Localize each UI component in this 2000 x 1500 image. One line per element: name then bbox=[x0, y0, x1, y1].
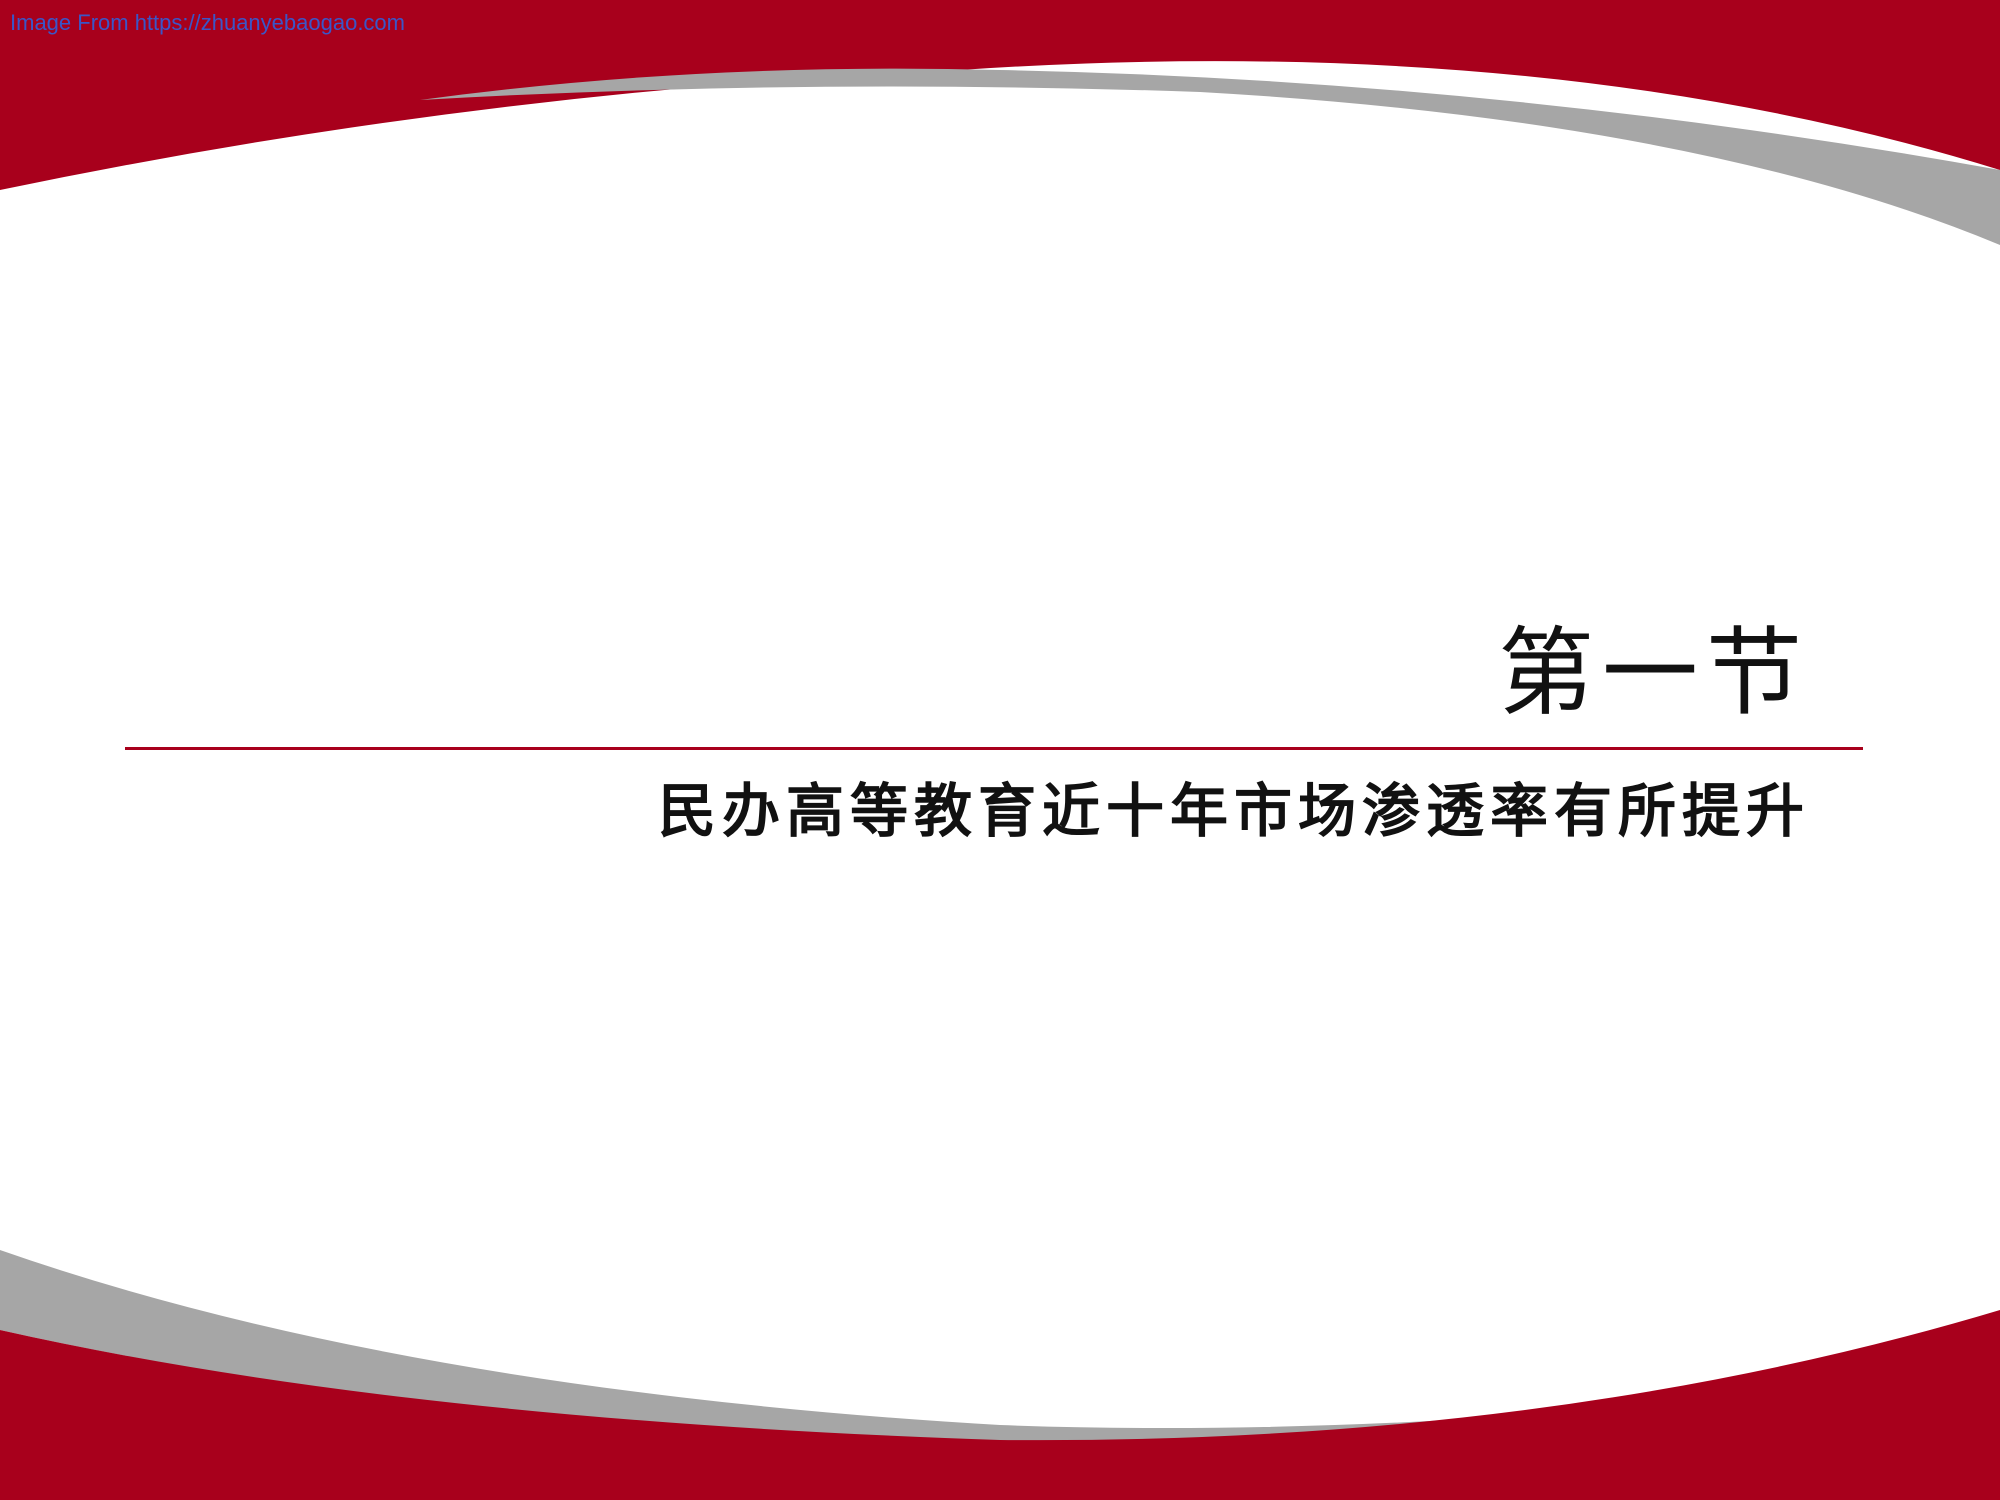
bottom-red-band bbox=[0, 1310, 2000, 1500]
title-divider bbox=[125, 747, 1863, 750]
section-number: 第一节 bbox=[1498, 617, 1810, 729]
top-gray-swoosh bbox=[420, 68, 2000, 245]
bottom-gray-swoosh bbox=[0, 1250, 1900, 1450]
top-red-band bbox=[0, 0, 2000, 190]
watermark-link[interactable]: Image From https://zhuanyebaogao.com bbox=[10, 10, 405, 35]
section-title: 民办高等教育近十年市场渗透率有所提升 bbox=[657, 777, 1810, 845]
